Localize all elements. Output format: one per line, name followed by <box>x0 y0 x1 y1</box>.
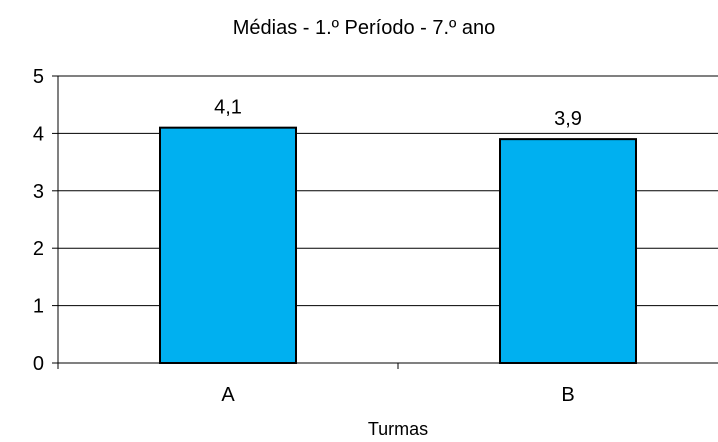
data-label-A: 4,1 <box>214 97 242 119</box>
y-tick-label-3: 3 <box>33 181 44 203</box>
y-tick-label-0: 0 <box>33 353 44 375</box>
bar-B <box>499 138 637 364</box>
chart-title: Médias - 1.º Período - 7.º ano <box>233 17 496 39</box>
x-tick-label-B: B <box>561 384 574 406</box>
bar-A <box>159 126 297 364</box>
x-axis-label: Turmas <box>368 419 428 439</box>
y-tick-label-1: 1 <box>33 296 44 318</box>
axes <box>52 75 718 369</box>
labels: 0 1 2 3 4 5 4,1 A 3,9 B <box>33 66 582 406</box>
x-tick-label-A: A <box>221 384 235 406</box>
y-tick-label-5: 5 <box>33 66 44 88</box>
y-tick-label-2: 2 <box>33 238 44 260</box>
data-label-B: 3,9 <box>554 108 582 130</box>
bars <box>159 126 637 364</box>
y-tick-label-4: 4 <box>33 123 44 145</box>
